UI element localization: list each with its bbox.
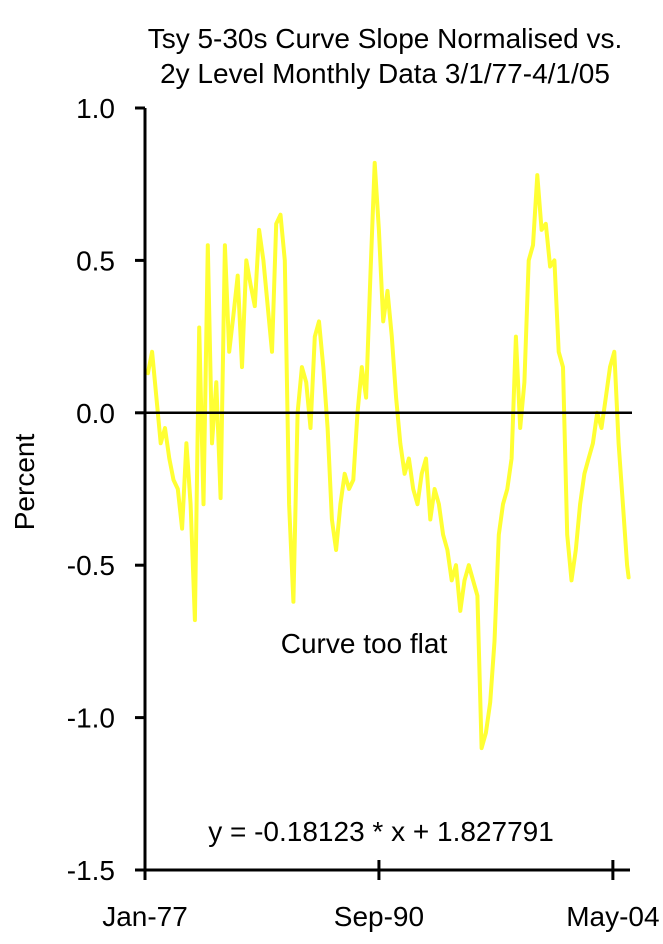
chart-title-line2: 2y Level Monthly Data 3/1/77-4/1/05 — [160, 58, 610, 89]
y-tick-label-3: -0.5 — [67, 550, 115, 581]
y-tick-label-0: 1.0 — [76, 93, 115, 124]
y-tick-label-2: 0.0 — [76, 398, 115, 429]
y-tick-label-5: -1.5 — [67, 855, 115, 886]
y-tick-label-4: -1.0 — [67, 703, 115, 734]
x-tick-label-1: Sep-90 — [334, 901, 424, 932]
chart-title-line1: Tsy 5-30s Curve Slope Normalised vs. — [148, 23, 623, 54]
axis-layer: 1.0 0.5 0.0 -0.5 -1.0 -1.5 Jan-77 Sep-90 May-04 — [67, 93, 660, 932]
series-layer — [145, 160, 631, 751]
regression-equation: y = -0.18123 * x + 1.827791 — [208, 816, 554, 847]
y-tick-label-1: 0.5 — [76, 245, 115, 276]
series-line-0 — [145, 160, 631, 751]
x-tick-label-2: May-04 — [566, 901, 659, 932]
y-axis-label: Percent — [9, 434, 40, 531]
x-tick-label-0: Jan-77 — [102, 901, 188, 932]
curve-note-annotation: Curve too flat — [281, 628, 448, 659]
